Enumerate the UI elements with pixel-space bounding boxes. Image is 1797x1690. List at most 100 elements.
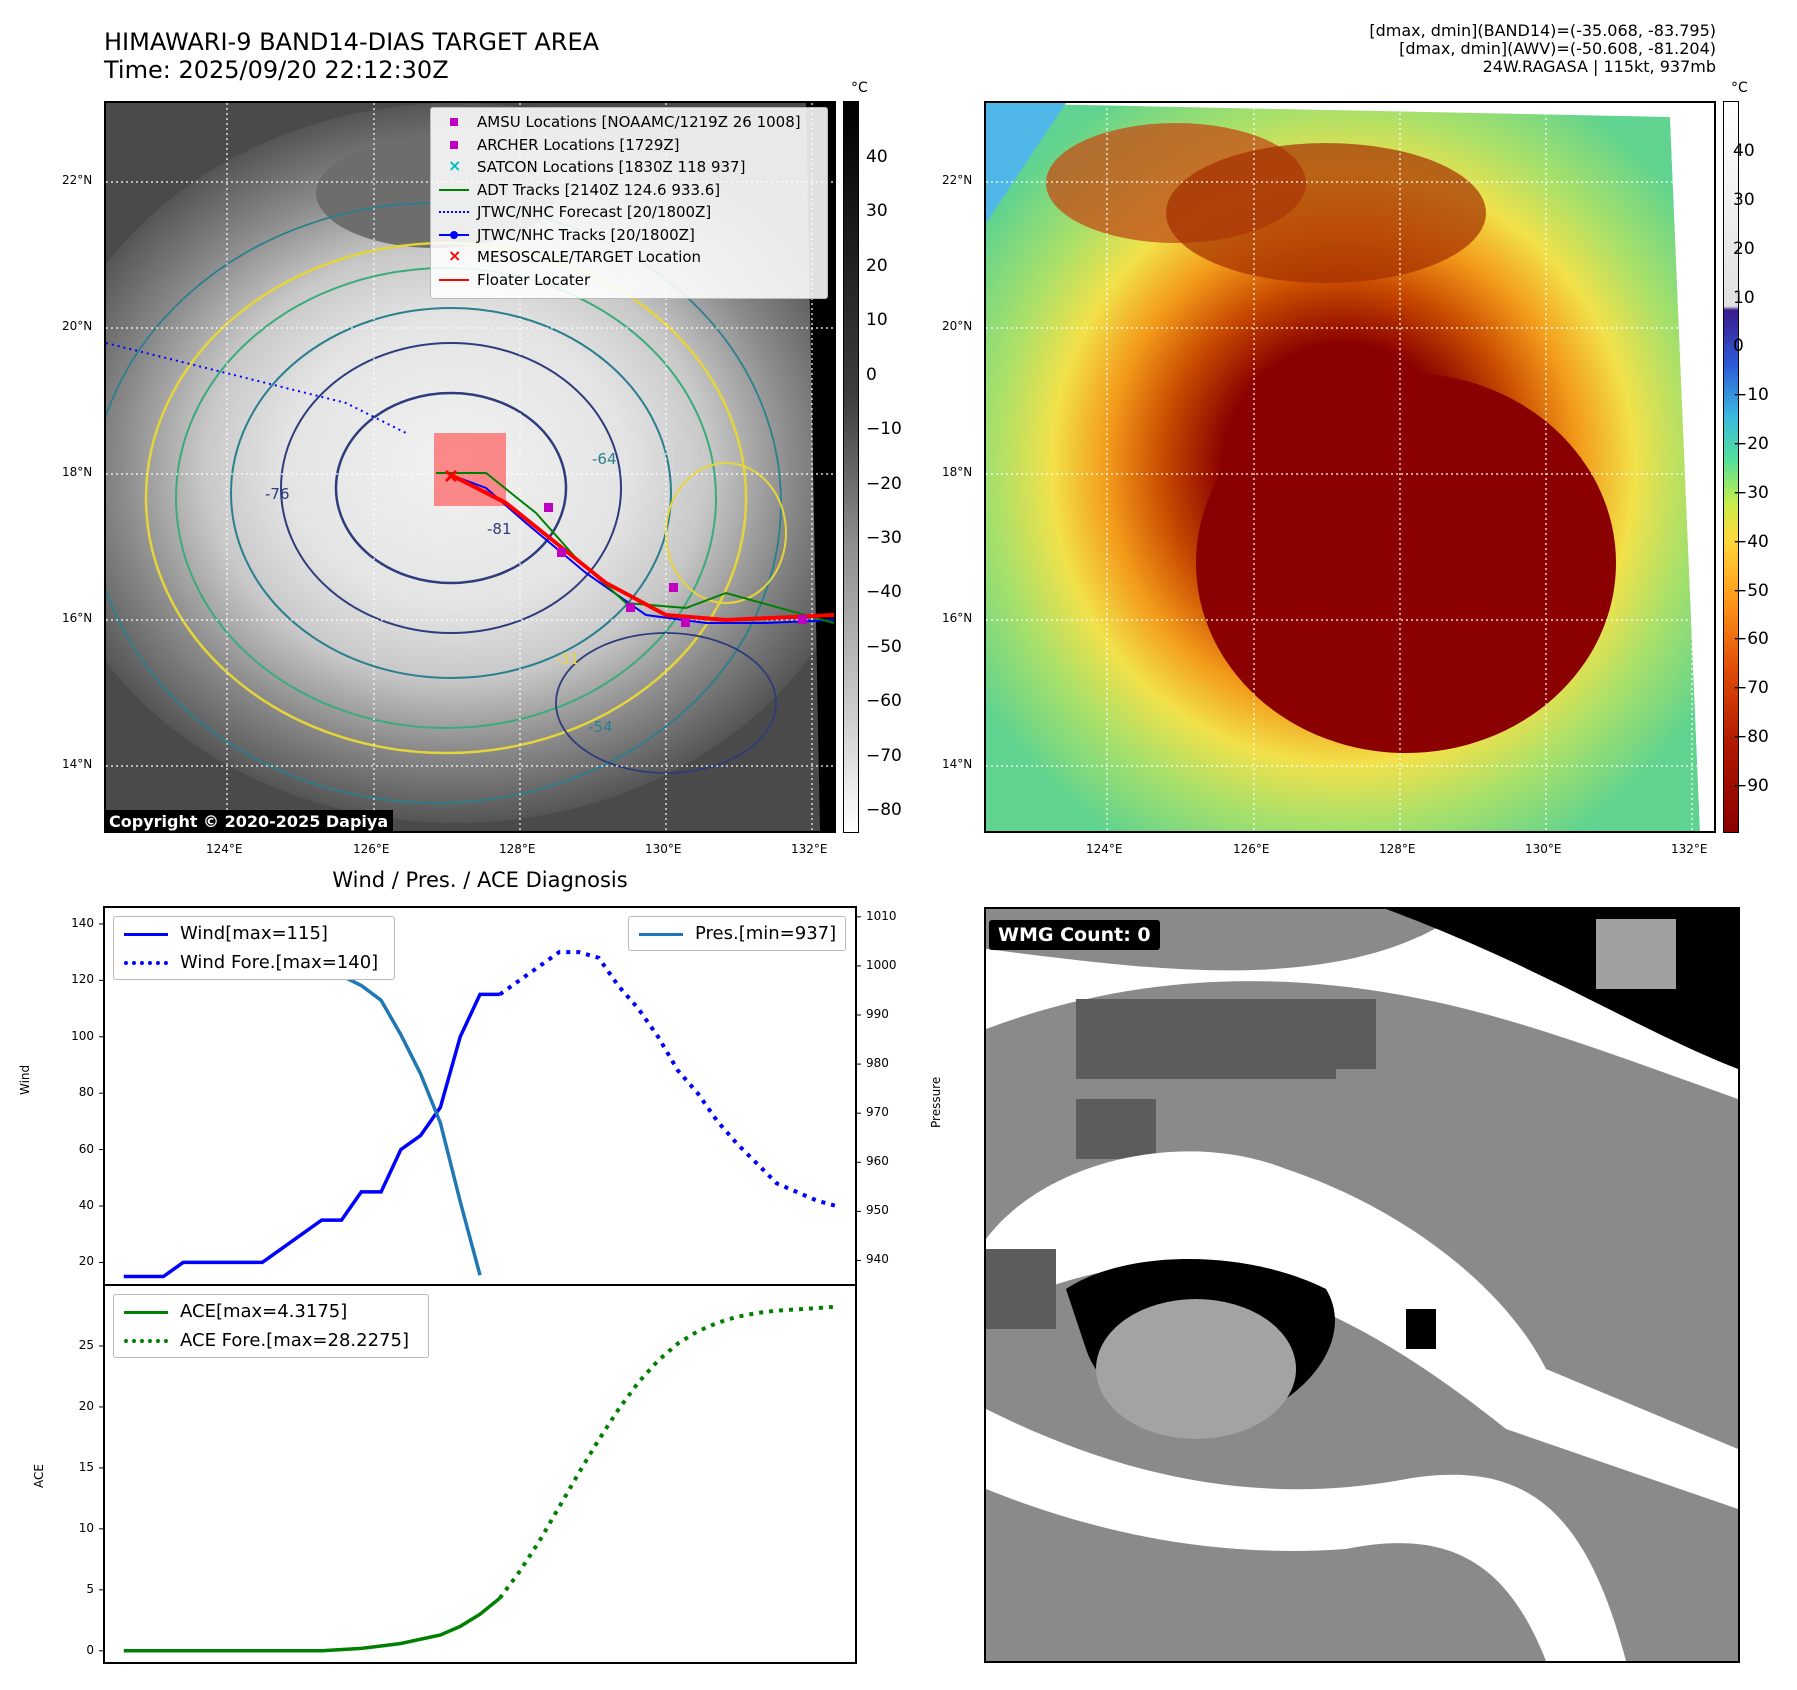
stats-line-2: [dmax, dmin](AWV)=(-50.608, -81.204) [1399, 39, 1716, 58]
ace-forecast-line [498, 1304, 837, 1600]
axis-tick-label: 40 [866, 147, 888, 167]
lon-label: 124°E [206, 842, 243, 856]
x-marker-icon: × [448, 156, 462, 176]
figure-title: HIMAWARI-9 BAND14-DIAS TARGET AREA Time:… [104, 28, 599, 84]
lon-label: 132°E [791, 842, 828, 856]
wmg-panel [984, 907, 1740, 1663]
legend-item: Pres.[min=937] [637, 919, 837, 948]
axis-tick-label: −50 [1733, 580, 1769, 601]
colorbar-unit: °C [851, 80, 868, 96]
stats-block: [dmax, dmin](BAND14)=(-35.068, -83.795) … [1369, 22, 1716, 76]
axis-tick-label: 5 [86, 1581, 94, 1596]
axis-tick-label: 140 [71, 915, 94, 930]
map-legend: AMSU Locations [NOAAMC/1219Z 26 1008] AR… [430, 107, 828, 299]
legend-item: Floater Locater [437, 269, 821, 292]
awv-map-panel [984, 101, 1716, 833]
solid-line-icon [637, 924, 685, 944]
stats-line-3: 24W.RAGASA | 115kt, 937mb [1482, 57, 1716, 76]
lat-label: 18°N [62, 465, 93, 479]
axis-tick-label: −30 [1733, 482, 1769, 503]
axis-tick-label: 20 [866, 255, 888, 276]
lat-label: 20°N [62, 319, 93, 333]
lon-label: 128°E [1379, 842, 1416, 856]
legend-label: JTWC/NHC Tracks [20/1800Z] [477, 225, 695, 244]
axis-tick-label: 970 [866, 1105, 889, 1120]
lat-label: 18°N [942, 465, 973, 479]
axis-tick-label: 980 [866, 1056, 889, 1071]
axis-tick-label: −70 [866, 745, 902, 766]
lon-label: 126°E [1233, 842, 1270, 856]
legend-item: JTWC/NHC Forecast [20/1800Z] [437, 201, 821, 224]
axis-tick-label: −80 [1733, 727, 1769, 748]
solid-line-icon [122, 1302, 170, 1322]
copyright-label: Copyright © 2020-2025 Dapiya [104, 810, 394, 833]
axis-tick-label: 15 [78, 1459, 94, 1474]
lon-label: 130°E [1525, 842, 1562, 856]
lon-label: 130°E [645, 842, 682, 856]
lon-label: 126°E [353, 842, 390, 856]
axis-tick-label: −10 [866, 419, 902, 440]
wind-legend: Wind[max=115] Wind Fore.[max=140] [113, 916, 395, 980]
lon-label: 128°E [499, 842, 536, 856]
axis-tick-label: −20 [1733, 434, 1769, 455]
title-line-2: Time: 2025/09/20 22:12:30Z [104, 56, 449, 84]
awv-map-image [986, 103, 1714, 831]
contour-label: -54 [588, 718, 613, 736]
lat-label: 14°N [62, 757, 93, 771]
dotted-line-icon [122, 1331, 170, 1351]
ace-axis-label: ACE [32, 1464, 46, 1488]
axis-tick-label: 30 [1733, 189, 1755, 210]
axis-tick-label: 990 [866, 1007, 889, 1021]
axis-tick-label: −90 [1733, 776, 1769, 796]
axis-tick-label: 960 [866, 1154, 889, 1169]
stats-line-1: [dmax, dmin](BAND14)=(-35.068, -83.795) [1369, 21, 1716, 40]
lon-label: 124°E [1086, 842, 1123, 856]
axis-tick-label: 25 [78, 1337, 94, 1352]
axis-tick-label: −10 [1733, 385, 1769, 406]
ace-series-line [123, 1596, 501, 1653]
axis-tick-label: 0 [1733, 336, 1744, 357]
legend-label: Pres.[min=937] [695, 923, 837, 944]
lat-label: 20°N [942, 319, 973, 333]
axis-tick-label: 1000 [866, 957, 897, 972]
axis-tick-label: 20 [1733, 238, 1755, 259]
legend-item: ARCHER Locations [1729Z] [437, 134, 821, 157]
colorbar-unit: °C [1731, 80, 1748, 96]
axis-tick-label: −80 [866, 800, 902, 820]
axis-tick-label: −50 [866, 636, 902, 657]
pressure-legend: Pres.[min=937] [628, 916, 846, 951]
axis-tick-label: −40 [866, 582, 902, 603]
wmg-image [986, 909, 1738, 1661]
legend-label: ACE[max=4.3175] [180, 1301, 348, 1322]
axis-tick-label: 40 [1733, 141, 1755, 161]
contour-label: -81 [487, 520, 512, 538]
wind-forecast-line [498, 950, 837, 1208]
legend-label: ADT Tracks [2140Z 124.6 933.6] [477, 180, 721, 199]
square-marker-icon [437, 135, 471, 155]
line-marker-icon [437, 270, 471, 290]
legend-label: Wind Fore.[max=140] [180, 952, 379, 973]
legend-label: SATCON Locations [1830Z 118 937] [477, 158, 746, 176]
axis-tick-label: −30 [866, 527, 902, 548]
axis-tick-label: 60 [78, 1141, 94, 1156]
axis-tick-label: −20 [866, 473, 902, 494]
axis-tick-label: 10 [78, 1520, 94, 1535]
axis-tick-label: 20 [78, 1398, 94, 1413]
wind-axis-label: Wind [18, 1064, 32, 1095]
axis-tick-label: 30 [866, 201, 888, 222]
awv-colorbar [1723, 101, 1739, 833]
lat-label: 16°N [62, 611, 93, 625]
lat-label: 22°N [62, 173, 93, 187]
axis-tick-label: 80 [78, 1085, 94, 1100]
diagnosis-title: Wind / Pres. / ACE Diagnosis [332, 868, 628, 892]
contour-label: -76 [265, 485, 290, 503]
legend-item: Wind[max=115] [122, 919, 386, 948]
legend-label: JTWC/NHC Forecast [20/1800Z] [477, 203, 712, 221]
lat-label: 14°N [942, 757, 973, 771]
wind-series-line [123, 992, 500, 1279]
legend-label: Wind[max=115] [180, 923, 328, 944]
line-dot-icon [437, 225, 471, 245]
axis-tick-label: 100 [71, 1028, 94, 1043]
dotted-line-icon [437, 202, 471, 222]
axis-tick-label: 0 [86, 1642, 94, 1657]
